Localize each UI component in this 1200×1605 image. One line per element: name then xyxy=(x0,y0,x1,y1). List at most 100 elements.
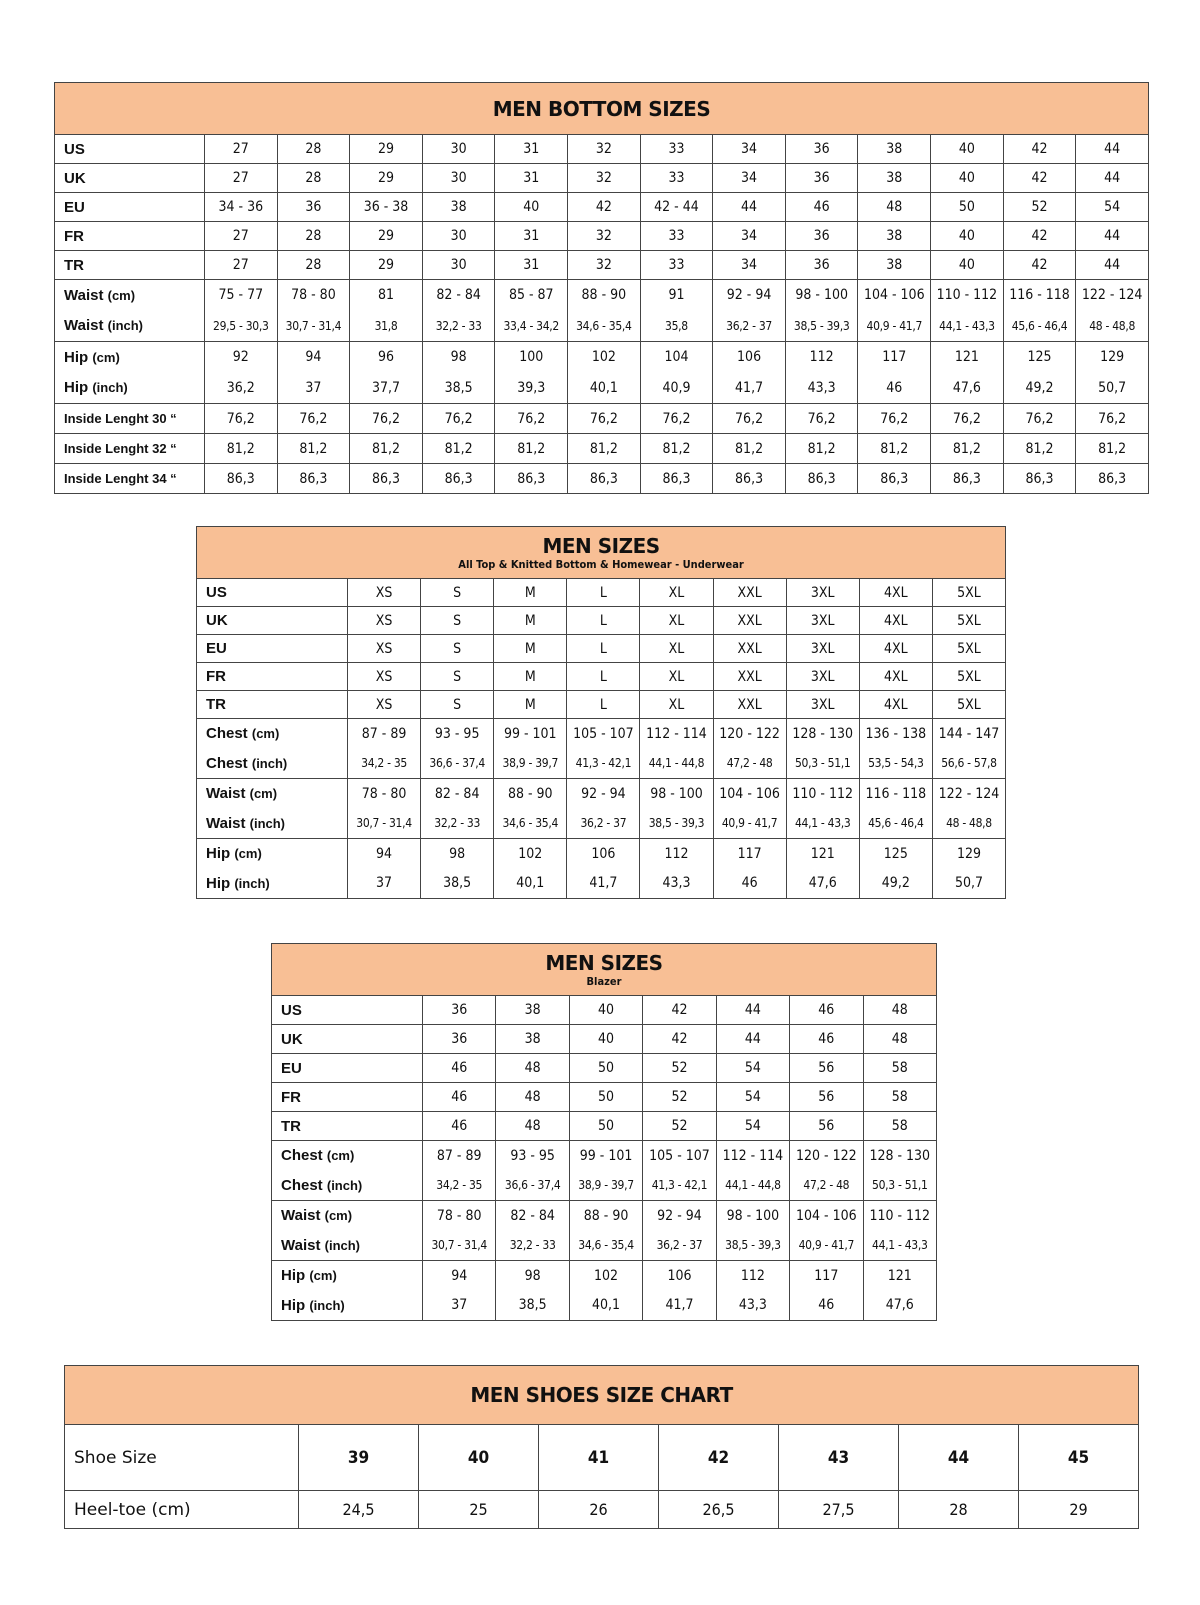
table-cell: 98 - 100 xyxy=(639,778,714,809)
table-cell: 38 xyxy=(857,163,932,193)
row-label-text: Hip xyxy=(281,1267,306,1285)
table-cell: 30 xyxy=(421,250,496,280)
table-cell: 91 xyxy=(639,279,714,311)
table-cell: 3XL xyxy=(785,578,860,607)
table-cell: 32 xyxy=(567,134,641,164)
table-cell: 41,7 xyxy=(712,372,786,404)
table-row: UK 36 38 40 42 44 46 48 xyxy=(271,1024,938,1054)
table-cell: 46 xyxy=(857,372,932,404)
table-cell: 81,2 xyxy=(1075,433,1149,464)
table-cell: M xyxy=(493,690,568,719)
row-label: EU xyxy=(196,634,348,663)
table-row: Heel-toe (cm) 24,5 25 26 26,5 27,5 28 29 xyxy=(64,1490,1140,1529)
table-cell: 86,3 xyxy=(567,463,641,494)
table-row: TR 46 48 50 52 54 56 58 xyxy=(271,1111,938,1141)
table-cell: 31 xyxy=(494,134,569,164)
table-cell: 81,2 xyxy=(567,433,641,464)
table-cell: 36 xyxy=(421,995,497,1025)
row-label: EU xyxy=(271,1053,423,1083)
row-label: FR xyxy=(196,662,348,691)
table-cell: 48 xyxy=(495,1111,570,1141)
table-cell: 30 xyxy=(421,163,496,193)
table-subtitle: All Top & Knitted Bottom & Homewear - Un… xyxy=(458,558,744,571)
table-cell: 38 xyxy=(421,192,496,222)
table-row: FR XS S M L XL XXL 3XL 4XL 5XL xyxy=(196,662,1007,691)
row-label-text: Hip xyxy=(206,874,231,892)
table-cell: 25 xyxy=(418,1490,539,1529)
row-label: Chest (inch) xyxy=(271,1170,423,1201)
table-cell: 42 xyxy=(1002,221,1077,251)
table-cell: 40,9 xyxy=(639,372,714,404)
table-cell: 32,2 - 33 xyxy=(420,808,495,839)
table-cell: 86,3 xyxy=(204,463,278,494)
table-header: MEN SIZES All Top & Knitted Bottom & Home… xyxy=(195,526,1007,579)
table-cell: 92 - 94 xyxy=(566,778,641,809)
row-unit: (cm) xyxy=(249,786,278,802)
table-cell: 29 xyxy=(349,163,423,193)
table-cell: 76,2 xyxy=(276,403,351,434)
row-label-text: FR xyxy=(281,1088,301,1106)
row-label: UK xyxy=(271,1024,423,1054)
table-cell: 38,9 - 39,7 xyxy=(493,748,568,779)
row-label-text: EU xyxy=(281,1059,302,1077)
table-cell: 117 xyxy=(789,1260,864,1291)
row-label: Chest (inch) xyxy=(196,748,348,779)
table-cell: 104 - 106 xyxy=(857,279,932,311)
row-label: Chest (cm) xyxy=(271,1140,423,1171)
row-label: Inside Lenght 34 “ xyxy=(54,463,205,494)
table-cell: S xyxy=(420,606,495,635)
table-cell: 50 xyxy=(930,192,1004,222)
table-cell: 31 xyxy=(494,250,569,280)
table-cell: 50 xyxy=(568,1082,644,1112)
table-cell: 48 xyxy=(862,1024,938,1054)
row-label-text: Waist xyxy=(206,814,246,832)
table-cell: 39 xyxy=(298,1424,419,1491)
table-cell: 36 - 38 xyxy=(349,192,423,222)
table-cell: 58 xyxy=(862,1053,938,1083)
row-label: Waist (cm) xyxy=(54,279,205,311)
table-cell: 125 xyxy=(1002,341,1077,373)
table-cell: XL xyxy=(639,606,714,635)
table-cell: XXL xyxy=(712,578,787,607)
table-cell: 33,4 - 34,2 xyxy=(494,310,569,342)
table-cell: 43,3 xyxy=(715,1290,791,1321)
row-label-text: Waist xyxy=(64,317,104,335)
table-cell: 76,2 xyxy=(1002,403,1077,434)
table-cell: 44 xyxy=(715,995,791,1025)
row-label: Waist (cm) xyxy=(196,778,348,809)
table-cell: 38 xyxy=(857,250,932,280)
table-row: TR XS S M L XL XXL 3XL 4XL 5XL xyxy=(196,690,1007,719)
table-cell: 44 xyxy=(1075,250,1149,280)
table-cell: 48 - 48,8 xyxy=(931,808,1007,839)
table-cell: 85 - 87 xyxy=(494,279,569,311)
table-cell: 76,2 xyxy=(639,403,714,434)
table-cell: 40 xyxy=(930,134,1004,164)
row-label: Hip (inch) xyxy=(271,1290,423,1321)
table-cell: 120 - 122 xyxy=(712,718,787,749)
table-cell: XL xyxy=(639,578,714,607)
table-cell: 36,2 - 37 xyxy=(642,1230,717,1261)
table-row: Chest (cm) 87 - 89 93 - 95 99 - 101 105 - 10… xyxy=(196,718,1007,749)
table-row: TR 27 28 29 30 31 32 33 34 36 38 40 42 44 xyxy=(54,250,1149,280)
table-cell: 43,3 xyxy=(784,372,859,404)
table-cell: 76,2 xyxy=(494,403,569,434)
row-label-text: Shoe Size xyxy=(74,1447,157,1468)
table-cell: 24,5 xyxy=(298,1490,419,1529)
table-row: Chest (cm) 87 - 89 93 - 95 99 - 101 105 - 10… xyxy=(271,1140,938,1171)
table-cell: XS xyxy=(346,578,422,607)
table-cell: 129 xyxy=(931,838,1007,869)
row-label: TR xyxy=(54,250,205,280)
table-cell: 110 - 112 xyxy=(862,1200,938,1231)
table-cell: XL xyxy=(639,690,714,719)
men-sizes-blazer-table: MEN SIZES Blazer US 36 38 40 42 44 46 48 UK 36 38 40 4… xyxy=(270,943,938,1321)
table-cell: 86,3 xyxy=(1075,463,1149,494)
table-row: Waist (inch) 30,7 - 31,4 32,2 - 33 34,6 - 3… xyxy=(196,808,1007,839)
table-cell: 28 xyxy=(276,250,351,280)
table-cell: 106 xyxy=(642,1260,717,1291)
table-cell: 76,2 xyxy=(204,403,278,434)
row-unit: (inch) xyxy=(309,1297,345,1313)
table-cell: 112 xyxy=(784,341,859,373)
table-row: Hip (cm) 94 98 102 106 112 117 121 xyxy=(271,1260,938,1291)
table-cell: 87 - 89 xyxy=(346,718,422,749)
table-cell: 76,2 xyxy=(1075,403,1149,434)
